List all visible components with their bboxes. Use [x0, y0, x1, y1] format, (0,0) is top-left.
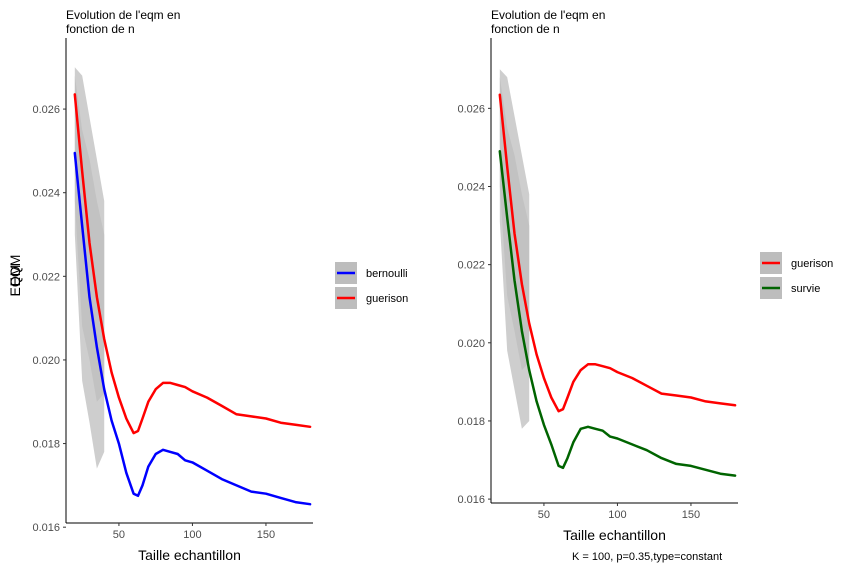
x-tick-label: 100: [183, 529, 201, 541]
y-tick-label: 0.020: [32, 355, 60, 367]
y-tick-label: 0.026: [457, 103, 485, 115]
y-tick-label: 0.024: [457, 181, 485, 193]
chart-1: 0.016 0.018 0.020 0.022 0.024 0.026 50 100 150 Ta…: [7, 38, 408, 563]
chart-2: 0.016 0.018 0.020 0.022 0.024 0.026 50 100 150 Ta…: [7, 38, 833, 543]
chart-1-title: Evolution de l'eqm en fonction de n: [66, 8, 180, 36]
x-tick-label: 50: [538, 509, 550, 521]
chart-2-title-line1: Evolution de l'eqm en: [491, 8, 606, 22]
figure-caption: K = 100, p=0.35,type=constant: [572, 551, 723, 563]
series-line-survie: [498, 150, 737, 477]
legend-label-survie: survie: [791, 283, 820, 295]
legend-label-bernoulli: bernoulli: [366, 268, 408, 280]
y-tick-label: 0.018: [32, 439, 60, 451]
y-tick-label: 0.022: [32, 271, 60, 283]
series-line-guerison: [498, 93, 737, 413]
y-axis-title: EQM: [7, 255, 23, 287]
y-tick-label: 0.018: [457, 416, 485, 428]
x-tick-label: 50: [113, 529, 125, 541]
y-tick-label: 0.016: [32, 522, 60, 534]
x-tick-label: 150: [257, 529, 275, 541]
y-tick-label: 0.022: [457, 260, 485, 272]
series-line-guerison: [73, 93, 312, 435]
y-tick-label: 0.020: [457, 338, 485, 350]
legend: guerison survie: [760, 252, 833, 299]
series-line-bernoulli: [73, 151, 312, 506]
y-tick-label: 0.024: [32, 188, 60, 200]
chart-2-title: Evolution de l'eqm en fonction de n: [491, 8, 605, 36]
y-tick-label: 0.026: [32, 104, 60, 116]
chart-2-title-line2: fonction de n: [491, 22, 560, 36]
x-tick-label: 150: [682, 509, 700, 521]
chart-1-title-line2: fonction de n: [66, 22, 135, 36]
legend-label-guerison: guerison: [366, 293, 408, 305]
legend-label-guerison: guerison: [791, 258, 833, 270]
y-tick-label: 0.016: [457, 494, 485, 506]
x-tick-label: 100: [608, 509, 626, 521]
x-axis-title: Taille echantillon: [563, 527, 666, 543]
chart-1-title-line1: Evolution de l'eqm en: [66, 8, 181, 22]
legend: bernoulli guerison: [335, 262, 408, 309]
y-axis-title: EQM: [7, 265, 23, 297]
x-axis-title: Taille echantillon: [138, 547, 241, 563]
